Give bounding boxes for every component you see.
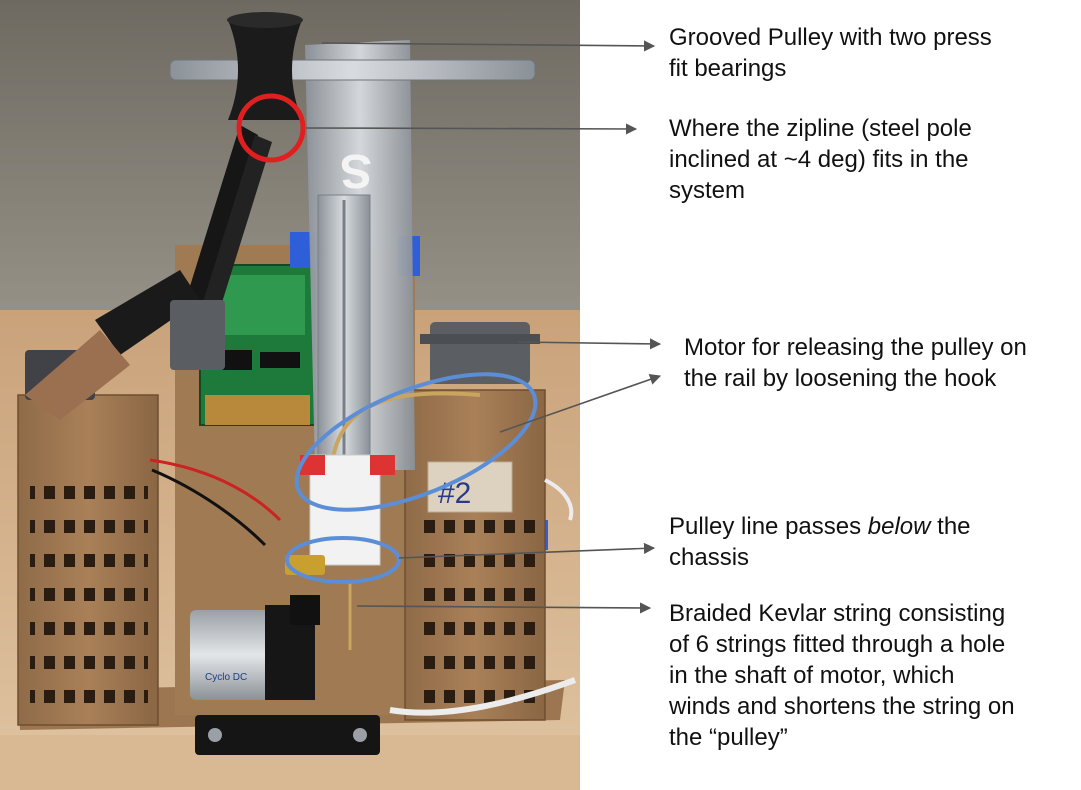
pulley-line-highlight-ellipse bbox=[285, 536, 401, 584]
arrow-kevlar bbox=[356, 602, 652, 614]
wire bbox=[149, 458, 282, 522]
arm-bracket bbox=[95, 270, 200, 355]
annotation-pulley-line-line-2: chassis bbox=[669, 544, 750, 571]
arrow-hook bbox=[499, 374, 662, 433]
dc-motor bbox=[190, 610, 270, 700]
annotation-zipline-line-3: system bbox=[669, 177, 746, 204]
annotation-pulley-line-line-1: Pulley line passes below the bbox=[669, 511, 971, 542]
annotation-pulley-line-text-pre: Pulley line passes bbox=[669, 513, 868, 540]
motor-shaft-block bbox=[290, 595, 320, 625]
left-tower-windows bbox=[30, 470, 148, 720]
release-motor-flange bbox=[420, 334, 540, 344]
white-cable bbox=[389, 677, 577, 716]
annotation-pulley-line: Pulley line passes below the chassis bbox=[669, 511, 971, 573]
carriage-bearing bbox=[370, 455, 395, 475]
arm-link bbox=[198, 135, 272, 325]
motor-brand-label: Cyclo DC bbox=[205, 672, 247, 683]
zipline-highlight-circle bbox=[236, 93, 306, 163]
annotation-kevlar-line-3: in the shaft of motor, which bbox=[669, 662, 955, 689]
arrow-zipline bbox=[305, 123, 638, 135]
annotation-motor-release-line-2: the rail by loosening the hook bbox=[684, 365, 997, 392]
bolt bbox=[208, 728, 222, 742]
annotation-kevlar-line-2: of 6 strings fitted through a hole bbox=[669, 631, 1006, 658]
arrow-motor-release bbox=[517, 338, 662, 350]
annotation-kevlar: Braided Kevlar string consisting of 6 st… bbox=[669, 598, 1015, 753]
annotation-pulley-line-1: Grooved Pulley with two press bbox=[669, 24, 992, 51]
annotation-kevlar-line-4: winds and shortens the string on bbox=[669, 693, 1015, 720]
front-bar bbox=[195, 715, 380, 755]
grooved-pulley bbox=[228, 20, 302, 120]
arm-wood-piece bbox=[25, 330, 130, 420]
hook-highlight-ellipse bbox=[294, 372, 538, 512]
white-cable bbox=[544, 478, 574, 521]
annotation-pulley-line-emphasis: below bbox=[867, 513, 931, 540]
annotation-kevlar-line-1: Braided Kevlar string consisting bbox=[669, 600, 1006, 627]
annotation-pulley-line-text-post: the bbox=[930, 513, 971, 540]
circuit-board-lower bbox=[205, 395, 310, 425]
plate-marking: S bbox=[340, 144, 372, 197]
arrow-pulley-line bbox=[398, 542, 656, 559]
right-tower-windows bbox=[420, 515, 535, 720]
arm-link bbox=[182, 125, 258, 320]
arm-servo bbox=[170, 300, 225, 370]
annotation-kevlar-line-5: the “pulley” bbox=[669, 724, 788, 751]
annotation-zipline: Where the zipline (steel pole inclined a… bbox=[669, 113, 972, 206]
annotation-motor-release: Motor for releasing the pulley on the ra… bbox=[684, 332, 1027, 394]
bolt bbox=[353, 728, 367, 742]
annotation-pulley-line-2: fit bearings bbox=[669, 55, 787, 82]
annotation-motor-release-line-1: Motor for releasing the pulley on bbox=[684, 334, 1027, 361]
wire bbox=[151, 468, 267, 547]
pulley-rim bbox=[227, 12, 303, 28]
annotation-pulley: Grooved Pulley with two press fit bearin… bbox=[669, 22, 992, 84]
annotation-zipline-line-1: Where the zipline (steel pole bbox=[669, 115, 972, 142]
circuit-chip-2 bbox=[260, 352, 300, 368]
arrow-pulley bbox=[321, 40, 656, 52]
carriage-bearing bbox=[300, 455, 325, 475]
annotation-zipline-line-2: inclined at ~4 deg) fits in the bbox=[669, 146, 969, 173]
